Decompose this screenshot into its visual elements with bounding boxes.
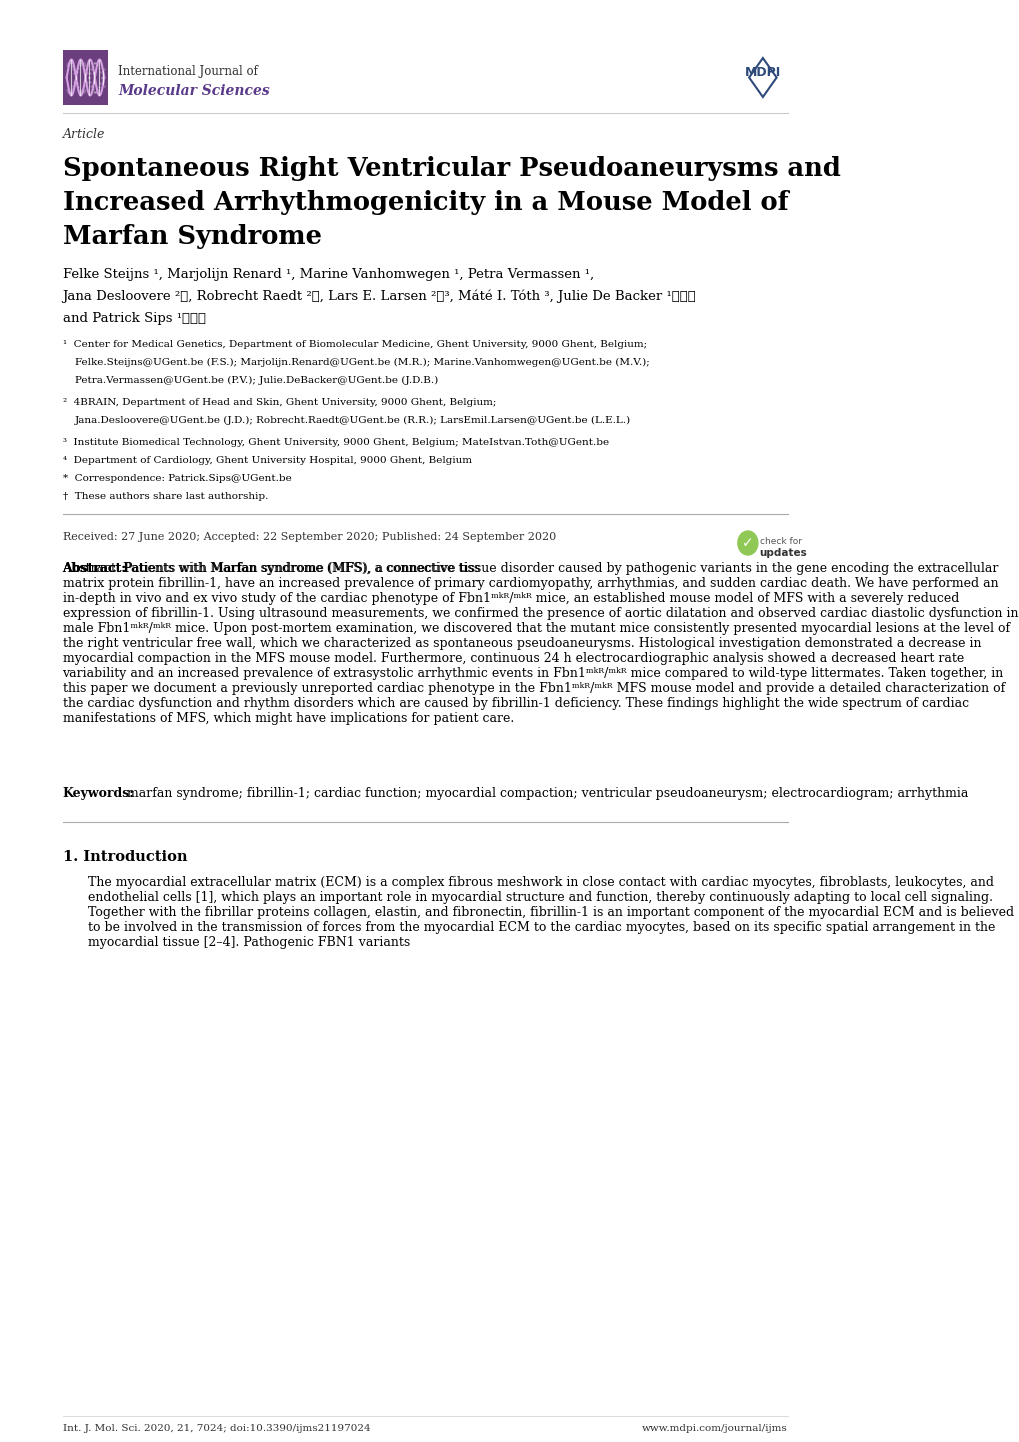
Text: Patients with Marfan syndrome (MFS), a connective tiss: Patients with Marfan syndrome (MFS), a c…: [119, 562, 480, 575]
Text: ⁴  Department of Cardiology, Ghent University Hospital, 9000 Ghent, Belgium: ⁴ Department of Cardiology, Ghent Univer…: [62, 456, 471, 464]
Text: Int. J. Mol. Sci. 2020, 21, 7024; doi:10.3390/ijms21197024: Int. J. Mol. Sci. 2020, 21, 7024; doi:10…: [62, 1425, 370, 1433]
Text: *  Correspondence: Patrick.Sips@UGent.be: * Correspondence: Patrick.Sips@UGent.be: [62, 474, 291, 483]
Text: Abstract:: Abstract:: [62, 562, 126, 575]
Circle shape: [737, 531, 757, 555]
Text: ³  Institute Biomedical Technology, Ghent University, 9000 Ghent, Belgium; MateI: ³ Institute Biomedical Technology, Ghent…: [62, 438, 608, 447]
FancyBboxPatch shape: [62, 50, 108, 105]
Text: Marfan Syndrome: Marfan Syndrome: [62, 224, 321, 249]
Text: Felke.Steijns@UGent.be (F.S.); Marjolijn.Renard@UGent.be (M.R.); Marine.Vanhomwe: Felke.Steijns@UGent.be (F.S.); Marjolijn…: [75, 358, 649, 368]
Text: Jana.Desloovere@UGent.be (J.D.); Robrecht.Raedt@UGent.be (R.R.); LarsEmil.Larsen: Jana.Desloovere@UGent.be (J.D.); Robrech…: [75, 415, 631, 425]
Text: Keywords:: Keywords:: [62, 787, 135, 800]
Text: The myocardial extracellular matrix (ECM) is a complex fibrous meshwork in close: The myocardial extracellular matrix (ECM…: [88, 875, 1013, 949]
Text: Jana Desloovere ²ⓘ, Robrecht Raedt ²ⓘ, Lars E. Larsen ²ⲛ³, Máté I. Tóth ³, Julie: Jana Desloovere ²ⓘ, Robrecht Raedt ²ⓘ, L…: [62, 290, 696, 303]
Text: ¹  Center for Medical Genetics, Department of Biomolecular Medicine, Ghent Unive: ¹ Center for Medical Genetics, Departmen…: [62, 340, 646, 349]
Text: Article: Article: [62, 128, 105, 141]
Text: Spontaneous Right Ventricular Pseudoaneurysms and: Spontaneous Right Ventricular Pseudoaneu…: [62, 156, 840, 182]
Text: †  These authors share last authorship.: † These authors share last authorship.: [62, 492, 268, 500]
Text: Felke Steijns ¹, Marjolijn Renard ¹, Marine Vanhomwegen ¹, Petra Vermassen ¹,: Felke Steijns ¹, Marjolijn Renard ¹, Mar…: [62, 268, 593, 281]
Text: International Journal of: International Journal of: [118, 65, 258, 78]
Text: Abstract:: Abstract:: [62, 562, 126, 575]
Text: Abstract: Patients with Marfan syndrome (MFS), a connective tissue disorder caus: Abstract: Patients with Marfan syndrome …: [62, 562, 1017, 725]
Text: MDPI: MDPI: [744, 66, 781, 79]
Text: www.mdpi.com/journal/ijms: www.mdpi.com/journal/ijms: [642, 1425, 787, 1433]
Text: ✓: ✓: [742, 536, 753, 549]
Text: Received: 27 June 2020; Accepted: 22 September 2020; Published: 24 September 202: Received: 27 June 2020; Accepted: 22 Sep…: [62, 532, 555, 542]
Text: ²  4BRAIN, Department of Head and Skin, Ghent University, 9000 Ghent, Belgium;: ² 4BRAIN, Department of Head and Skin, G…: [62, 398, 495, 407]
Text: 1. Introduction: 1. Introduction: [62, 849, 186, 864]
Text: check for: check for: [759, 536, 801, 547]
Text: and Patrick Sips ¹Ⲛⲛⓘ: and Patrick Sips ¹Ⲛⲛⓘ: [62, 311, 206, 324]
Text: updates: updates: [759, 548, 806, 558]
Text: Petra.Vermassen@UGent.be (P.V.); Julie.DeBacker@UGent.be (J.D.B.): Petra.Vermassen@UGent.be (P.V.); Julie.D…: [75, 376, 438, 385]
Text: Molecular Sciences: Molecular Sciences: [118, 84, 270, 98]
Text: Increased Arrhythmogenicity in a Mouse Model of: Increased Arrhythmogenicity in a Mouse M…: [62, 190, 788, 215]
Text: marfan syndrome; fibrillin-1; cardiac function; myocardial compaction; ventricul: marfan syndrome; fibrillin-1; cardiac fu…: [123, 787, 968, 800]
